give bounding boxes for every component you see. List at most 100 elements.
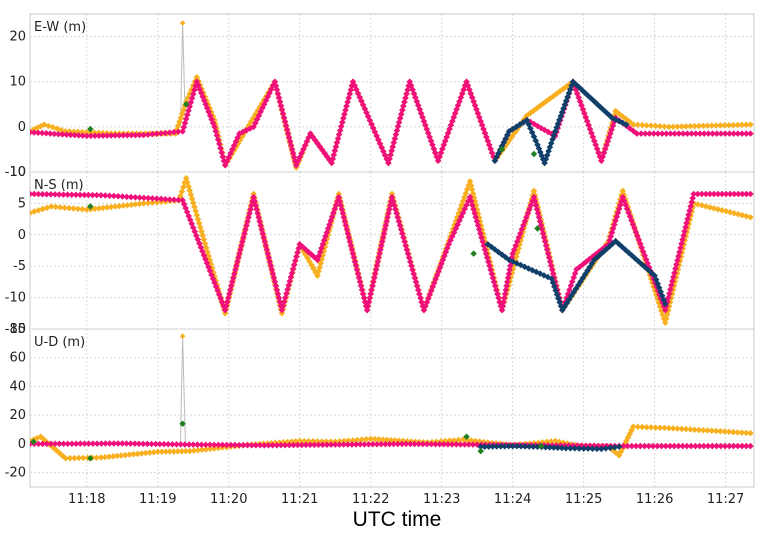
data-point [103,132,111,139]
data-point [126,451,133,458]
data-point [704,122,711,130]
data-point [175,196,182,204]
data-point [615,443,623,451]
data-point [700,130,708,137]
data-point [674,425,681,432]
data-point [138,450,145,457]
data-point [646,130,653,137]
y-tick-label: 80 [9,322,26,337]
data-point [118,452,125,459]
data-point [194,446,202,454]
data-point [734,130,742,137]
data-point [160,440,168,448]
data-point [173,441,180,448]
data-point [124,201,131,209]
data-point [240,441,247,449]
panel-label: U-D (m) [34,335,85,350]
data-point [589,445,596,453]
y-tick-label: 10 [9,75,26,90]
data-point [89,191,96,199]
data-point [575,445,583,452]
data-point [649,442,657,450]
data-point [747,130,754,137]
data-point [162,448,170,455]
data-point [119,440,126,447]
data-point [714,190,722,198]
data-point [127,193,135,201]
data-point [79,132,86,139]
data-point [521,443,529,450]
data-point [695,426,703,434]
data-point [146,449,153,456]
data-point [128,201,135,208]
data-point [153,198,161,206]
data-point [669,425,677,432]
data-point [294,441,301,449]
data-point [102,440,109,447]
data-point [638,423,646,431]
data-point [115,202,123,210]
data-point [481,443,488,450]
data-point [386,440,393,448]
data-point [682,425,690,433]
data-point [642,130,649,137]
data-point [593,445,601,453]
data-point [725,428,733,436]
data-point [498,306,506,314]
data-point [377,440,385,448]
data-point [692,130,700,137]
data-point [158,448,166,455]
data-point [517,443,525,450]
data-point [489,443,496,450]
data-point [227,441,235,449]
spike-line [182,336,186,444]
data-point [661,424,668,432]
y-tick-label: 60 [9,351,26,366]
data-point [190,441,197,448]
data-point [43,191,50,198]
data-point [444,441,452,448]
data-point [500,298,507,306]
data-point [111,203,119,210]
data-point [273,441,281,449]
x-tick-label: 11:26 [636,492,673,507]
data-point [323,441,331,448]
data-point [132,201,139,208]
data-point [231,441,239,449]
data-point [695,122,703,130]
data-point [654,130,662,137]
data-point [269,442,276,449]
data-point [436,440,443,448]
data-point [713,442,720,450]
data-point [624,442,631,450]
data-point [135,440,143,448]
data-point [688,130,695,137]
data-point [336,441,343,448]
data-point [106,440,113,447]
data-point [440,441,448,448]
data-point [675,130,683,137]
data-point [670,442,678,450]
data-point [580,445,587,452]
data-point [260,442,268,449]
data-point [525,443,533,450]
data-point [136,200,143,208]
data-point [504,274,512,282]
data-point [706,190,714,198]
y-tick-label: -10 [5,165,26,180]
x-tick-label: 11:23 [423,492,460,507]
data-point [730,428,737,436]
data-point [501,290,509,298]
data-point [679,442,686,450]
data-point [743,190,750,198]
spike-line [179,336,184,444]
data-point [654,442,661,450]
data-point [632,442,640,450]
y-tick-label: -5 [13,259,26,274]
data-point [219,441,226,449]
panel-1: 10 5 0 -5 -10 -15 N-S (m) [5,165,755,337]
data-point [115,132,123,139]
data-point [286,441,293,449]
data-point [170,196,178,203]
data-point [152,440,159,448]
